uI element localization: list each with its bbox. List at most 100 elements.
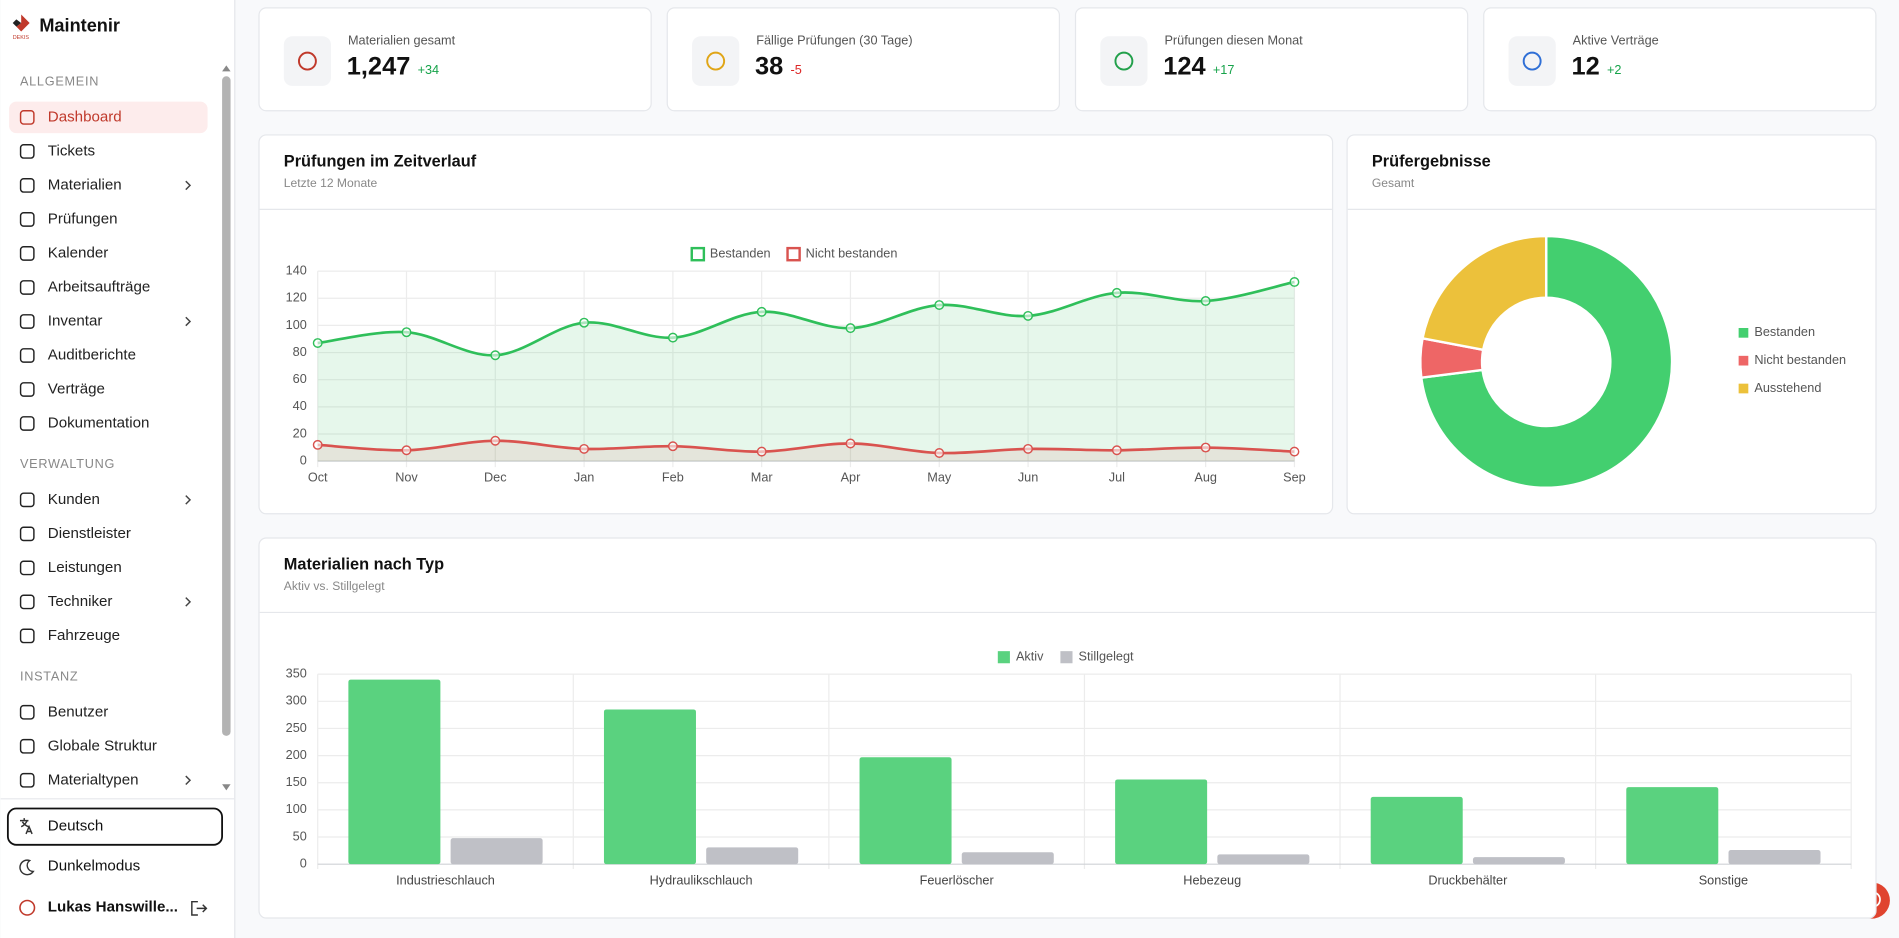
x-tick-label: Feuerlöscher [920, 873, 995, 887]
donut-segment [1421, 234, 1548, 352]
area [317, 281, 1295, 462]
card-subtitle: Gesamt [1372, 176, 1415, 190]
stat-value: 38 [755, 52, 783, 80]
nav-item[interactable]: Fahrzeuge [48, 627, 120, 644]
nav-icon [19, 594, 35, 610]
nav-item[interactable]: Techniker [48, 593, 113, 610]
stat-label: Prüfungen diesen Monat [1164, 34, 1303, 48]
sidebar [0, 0, 235, 938]
point [401, 445, 412, 456]
brand: Maintenir [39, 15, 120, 35]
stat-icon-box [1100, 36, 1148, 86]
donut-segment [1419, 234, 1674, 489]
bar [450, 838, 543, 865]
y-tick-label: 60 [293, 372, 307, 386]
point [1111, 287, 1122, 298]
legend-swatch [690, 246, 706, 262]
legend-label: Stillgelegt [1079, 650, 1134, 664]
bar [603, 709, 696, 865]
logout-icon[interactable] [191, 900, 208, 916]
nav-item[interactable]: Dienstleister [48, 525, 131, 542]
nav-icon [19, 526, 35, 542]
x-tick-label: Aug [1194, 470, 1217, 484]
nav-chevron [185, 180, 192, 191]
stat-card [1483, 7, 1877, 112]
section-title: ALLGEMEIN [20, 75, 99, 89]
y-tick-label: 300 [286, 694, 307, 708]
point [579, 317, 590, 328]
x-tick-label: Jun [1018, 470, 1038, 484]
nav-item[interactable]: Materialtypen [48, 771, 139, 788]
x-tick-label: Apr [841, 470, 862, 484]
x-tick-label: Nov [395, 470, 418, 484]
nav-item[interactable]: Materialien [48, 176, 122, 193]
nav-item[interactable]: Prüfungen [48, 210, 118, 227]
nav-chevron [185, 597, 192, 607]
nav-item[interactable]: Kunden [48, 491, 100, 508]
point [401, 327, 412, 338]
stat-icon [706, 51, 726, 71]
point [1289, 446, 1300, 457]
legend-label: Bestanden [1754, 325, 1815, 339]
y-tick-label: 20 [293, 426, 307, 440]
stat-card [258, 7, 652, 112]
dark-mode-icon [19, 859, 35, 876]
stat-value: 12 [1571, 52, 1599, 80]
x-tick-label: Mar [751, 470, 774, 484]
line [317, 280, 1295, 357]
nav-icon [19, 314, 35, 329]
nav-item[interactable]: Globale Struktur [48, 737, 157, 754]
user-name[interactable]: Lukas Hanswille... [48, 899, 178, 916]
nav-chevron [185, 495, 192, 505]
nav-icon [19, 144, 35, 159]
nav-item[interactable]: Kalender [48, 244, 108, 261]
x-tick-label: Jan [574, 470, 594, 484]
y-tick-label: 0 [300, 453, 307, 467]
nav-item[interactable]: Verträge [48, 380, 105, 397]
point [579, 443, 590, 454]
nav-icon [19, 560, 35, 576]
language-button[interactable] [6, 807, 224, 846]
bar [1217, 854, 1310, 865]
logo [12, 14, 30, 32]
nav-item[interactable]: Benutzer [48, 703, 108, 720]
legend: Aktiv Stillgelegt [997, 650, 1134, 664]
scrollbar[interactable] [222, 65, 231, 791]
point [845, 438, 856, 449]
point [1111, 445, 1122, 456]
nav-item[interactable]: Auditberichte [48, 346, 136, 363]
point [934, 300, 945, 311]
language-label[interactable]: Deutsch [48, 818, 103, 835]
nav-item[interactable]: Arbeitsaufträge [48, 278, 150, 295]
bar [706, 847, 799, 865]
legend: Bestanden Nicht bestanden [690, 246, 898, 262]
dark-mode-toggle[interactable]: Dunkelmodus [48, 858, 141, 875]
point [756, 446, 767, 457]
stat-label: Materialien gesamt [348, 34, 456, 48]
nav-active-bg [9, 101, 208, 134]
bar [1115, 779, 1208, 865]
y-tick-label: 50 [293, 829, 307, 843]
y-tick-label: 100 [286, 802, 307, 816]
nav-icon [19, 382, 35, 397]
x-tick-label: Industrieschlauch [396, 873, 495, 887]
nav-item[interactable]: Dokumentation [48, 414, 150, 431]
stat-delta: +17 [1213, 63, 1235, 77]
point [490, 350, 501, 361]
nav-item[interactable]: Tickets [48, 142, 96, 159]
nav-icon [19, 492, 35, 508]
nav-chevron [185, 775, 192, 786]
nav-icon [19, 738, 35, 754]
nav-icon [19, 348, 35, 363]
legend-label: Ausstehend [1754, 381, 1821, 395]
legend-swatch [1738, 327, 1749, 338]
point [756, 306, 767, 317]
nav-item[interactable]: Leistungen [48, 559, 122, 576]
stat-icon-box [692, 36, 740, 86]
nav-item[interactable]: Inventar [48, 312, 103, 329]
y-tick-label: 250 [286, 721, 307, 735]
nav-icon [19, 704, 35, 720]
nav-item[interactable]: Dashboard [48, 108, 122, 125]
legend-label: Nicht bestanden [806, 247, 898, 261]
